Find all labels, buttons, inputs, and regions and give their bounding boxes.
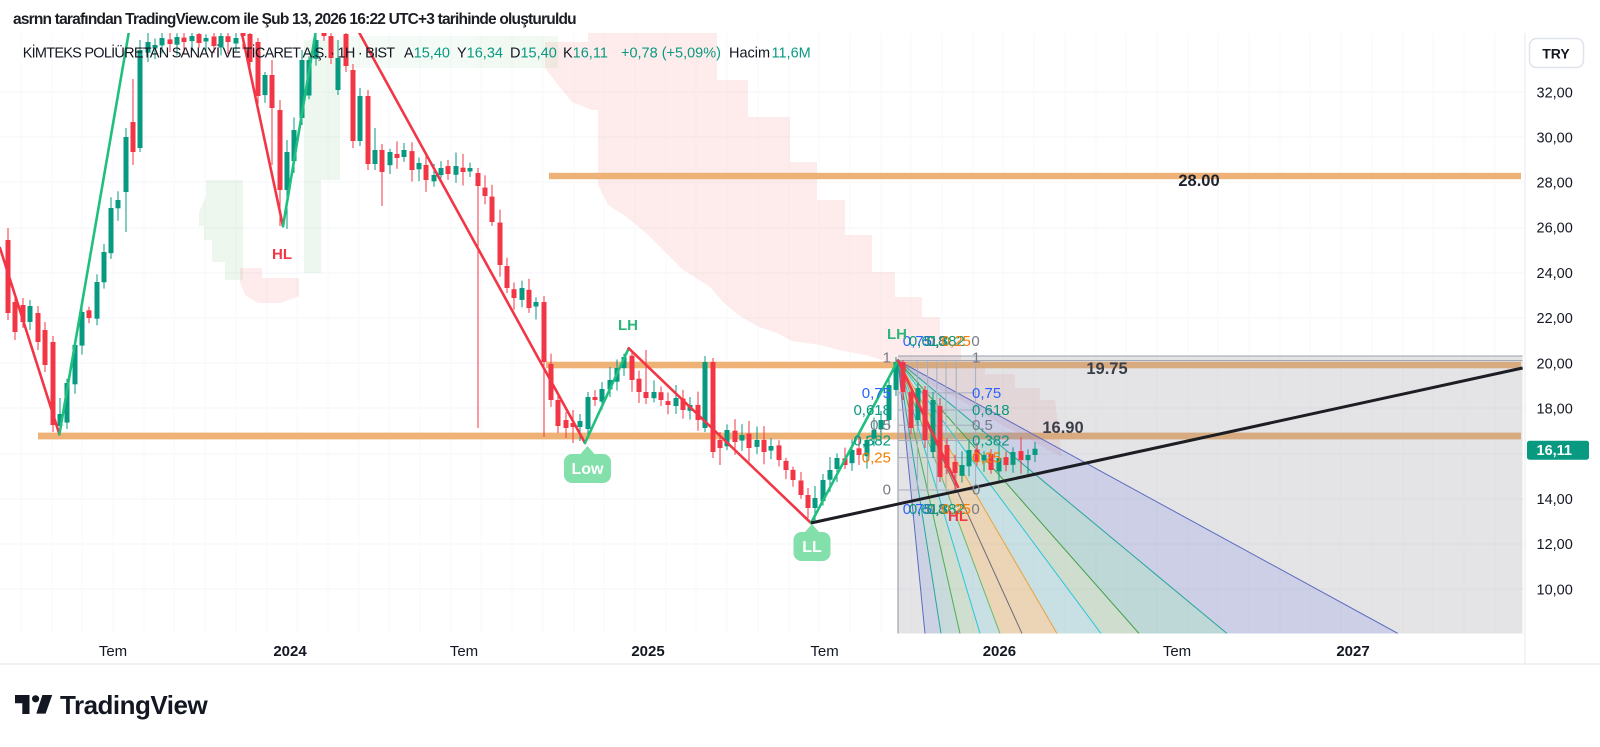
svg-text:0,25: 0,25 xyxy=(972,450,1001,467)
svg-text:0,618: 0,618 xyxy=(909,501,947,518)
svg-text:HL: HL xyxy=(948,508,968,525)
svg-text:0,75: 0,75 xyxy=(903,501,932,518)
svg-text:26,00: 26,00 xyxy=(1537,221,1573,237)
svg-text:TradingView: TradingView xyxy=(60,690,208,720)
svg-text:Low: Low xyxy=(572,461,605,478)
svg-text:16.90: 16.90 xyxy=(1042,419,1083,437)
svg-text:0,382: 0,382 xyxy=(853,433,891,450)
svg-text:1: 1 xyxy=(972,349,980,366)
svg-text:14,00: 14,00 xyxy=(1537,492,1573,508)
svg-text:Tem: Tem xyxy=(1163,643,1191,660)
svg-text:Tem: Tem xyxy=(99,643,127,660)
svg-text:0,618: 0,618 xyxy=(909,333,947,350)
svg-text:0,75: 0,75 xyxy=(862,385,891,402)
svg-text:28,00: 28,00 xyxy=(1537,175,1573,191)
svg-text:0,618: 0,618 xyxy=(853,402,891,419)
svg-text:0,75: 0,75 xyxy=(903,333,932,350)
svg-text:19.75: 19.75 xyxy=(1086,360,1127,378)
svg-text:LH: LH xyxy=(618,317,638,334)
svg-text:0: 0 xyxy=(883,481,891,498)
svg-text:TRY: TRY xyxy=(1542,46,1570,62)
svg-text:0,382: 0,382 xyxy=(927,501,965,518)
svg-text:0,5: 0,5 xyxy=(926,333,947,350)
svg-text:32,00: 32,00 xyxy=(1537,85,1573,101)
svg-text:28.00: 28.00 xyxy=(1178,172,1219,190)
svg-text:22,00: 22,00 xyxy=(1537,311,1573,327)
svg-text:16,11: 16,11 xyxy=(1537,443,1573,459)
svg-text:KİMTEKS POLİÜRETAN SANAYİ VE T: KİMTEKS POLİÜRETAN SANAYİ VE TİCARET A.Ş… xyxy=(23,44,811,62)
svg-text:0,25: 0,25 xyxy=(942,501,971,518)
svg-text:LL: LL xyxy=(802,539,822,556)
svg-text:2025: 2025 xyxy=(631,643,664,660)
svg-text:0,618: 0,618 xyxy=(972,402,1010,419)
svg-text:2027: 2027 xyxy=(1336,643,1369,660)
svg-text:Tem: Tem xyxy=(450,643,478,660)
svg-text:10,00: 10,00 xyxy=(1537,583,1573,599)
svg-text:0,25: 0,25 xyxy=(862,450,891,467)
svg-text:0: 0 xyxy=(971,333,979,350)
svg-text:0,382: 0,382 xyxy=(927,333,965,350)
svg-text:30,00: 30,00 xyxy=(1537,130,1573,146)
svg-text:HL: HL xyxy=(272,246,292,263)
svg-text:0,25: 0,25 xyxy=(942,333,971,350)
svg-text:0: 0 xyxy=(972,481,980,498)
svg-text:24,00: 24,00 xyxy=(1537,266,1573,282)
svg-text:20,00: 20,00 xyxy=(1537,356,1573,372)
svg-text:2024: 2024 xyxy=(273,643,307,660)
svg-text:0,5: 0,5 xyxy=(870,417,891,434)
svg-text:0,5: 0,5 xyxy=(972,417,993,434)
svg-text:asrnn tarafından TradingView.c: asrnn tarafından TradingView.com ile Şub… xyxy=(13,11,576,28)
svg-text:Tem: Tem xyxy=(810,643,838,660)
svg-text:0,382: 0,382 xyxy=(972,433,1010,450)
svg-text:0,5: 0,5 xyxy=(926,501,947,518)
svg-text:12,00: 12,00 xyxy=(1537,537,1573,553)
svg-text:0: 0 xyxy=(971,501,979,518)
svg-text:2026: 2026 xyxy=(983,643,1016,660)
svg-text:1: 1 xyxy=(883,349,891,366)
svg-text:18,00: 18,00 xyxy=(1537,402,1573,418)
svg-text:0,75: 0,75 xyxy=(972,385,1001,402)
svg-text:LH: LH xyxy=(887,326,907,343)
